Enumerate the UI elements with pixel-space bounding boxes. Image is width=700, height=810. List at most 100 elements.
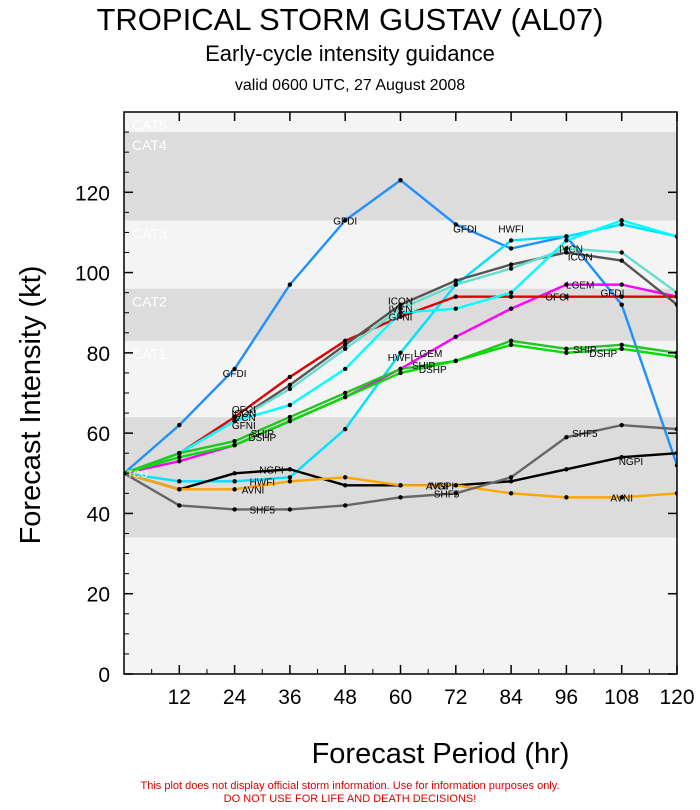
category-band-cat4	[124, 132, 677, 221]
series-point-avni	[564, 495, 569, 500]
category-label-cat1: CAT1	[132, 346, 167, 362]
series-label-ship: SHIP	[412, 361, 436, 372]
series-point-dshp	[619, 346, 624, 352]
series-point-gfdi	[287, 282, 293, 287]
series-point-ship	[177, 451, 182, 456]
series-point-icon	[287, 382, 293, 388]
series-label-dshp: DSHP	[419, 365, 447, 376]
series-label-shf5: SHF5	[249, 505, 275, 516]
series-point-lgem	[177, 459, 182, 464]
series-point-dshp	[232, 442, 237, 448]
series-point-icon	[343, 342, 348, 348]
series-point-dshp	[287, 418, 293, 424]
series-point-shf5	[398, 495, 403, 500]
series-point-avni	[343, 475, 348, 480]
series-point-ivcn	[287, 386, 293, 392]
series-label-gfdi: GFDI	[453, 224, 477, 235]
series-label-avni: AVNI	[610, 493, 633, 504]
series-point-ivcn	[398, 306, 403, 311]
series-label-icon: ICON	[388, 297, 413, 308]
series-point-ivcn	[453, 282, 458, 287]
series-point-avni	[619, 495, 624, 500]
category-band-ts	[124, 417, 677, 538]
series-label-icon: ICON	[231, 409, 256, 420]
series-point-gfni	[564, 238, 569, 243]
series-label-ngpi: NGPI	[430, 481, 454, 492]
series-point-gfdi	[453, 222, 458, 227]
category-label-cat5: CAT5	[132, 117, 167, 133]
series-point-ngpi	[232, 471, 237, 476]
plot-area: CAT1 CAT2 CAT3 CAT4 CAT5 GFDI GFDI GFDI GFDI HWFI…	[124, 112, 677, 538]
series-point-gfni	[343, 366, 348, 372]
series-point-shf5	[287, 507, 293, 512]
series-point-gfni	[619, 218, 624, 223]
disclaimer-line-1: This plot does not display official stor…	[140, 780, 560, 792]
x-tick-label: 12	[168, 686, 191, 709]
series-point-ofci	[287, 374, 293, 380]
series-point-ngpi	[619, 455, 624, 460]
initial-point-label: TCO	[127, 469, 148, 480]
series-point-avni	[508, 491, 514, 496]
series-point-avni	[287, 479, 293, 484]
series-point-avni	[177, 487, 182, 492]
series-point-gfdi	[398, 178, 403, 183]
series-label-lgem: LGEM	[566, 281, 594, 292]
series-point-gfni	[232, 418, 237, 424]
series-point-lgem	[508, 306, 514, 311]
series-point-gfdi	[508, 246, 514, 251]
x-tick-label: 24	[223, 686, 247, 709]
series-point-gfni	[453, 306, 458, 311]
x-tick-label: 96	[555, 686, 578, 709]
series-label-gfni: GFNI	[389, 313, 413, 324]
series-label-avni: AVNI	[242, 485, 265, 496]
series-point-ngpi	[508, 479, 514, 484]
series-label-shf5: SHF5	[572, 429, 598, 440]
series-point-hwfi	[232, 479, 237, 484]
series-label-gfdi: GFDI	[601, 289, 625, 300]
series-point-shf5	[177, 503, 182, 508]
x-tick-label: 72	[444, 686, 467, 709]
series-point-ofci	[232, 414, 237, 420]
chart-subtitle: Early-cycle intensity guidance	[205, 41, 495, 66]
series-label-gfdi: GFDI	[333, 216, 357, 227]
y-tick-label: 0	[98, 664, 110, 687]
series-point-shf5	[453, 491, 458, 496]
series-point-shf5	[508, 475, 514, 480]
series-point-dshp	[508, 342, 514, 348]
series-point-ship	[508, 338, 514, 344]
series-label-lgem: LGEM	[414, 349, 442, 360]
series-point-avni	[453, 483, 458, 488]
series-point-gfdi	[177, 422, 182, 428]
category-label-cat3: CAT3	[132, 225, 167, 241]
series-point-hwfi	[398, 350, 403, 356]
series-point-lgem	[453, 334, 458, 339]
series-point-ofci	[619, 294, 624, 299]
series-point-avni	[232, 487, 237, 492]
series-point-ship	[343, 390, 348, 396]
series-point-avni	[398, 483, 403, 488]
series-label-dshp: DSHP	[589, 349, 617, 360]
series-point-gfni	[287, 402, 293, 408]
series-point-ngpi	[564, 467, 569, 472]
series-point-icon	[453, 278, 458, 283]
y-tick-label: 120	[75, 182, 110, 205]
series-label-ofci: OFCI	[545, 293, 569, 304]
series-point-ofci	[453, 294, 458, 299]
series-point-ship	[619, 342, 624, 348]
series-point-ship	[287, 414, 293, 420]
series-point-dshp	[177, 455, 182, 460]
series-point-hwfi	[343, 426, 348, 432]
category-label-cat2: CAT2	[132, 294, 167, 310]
series-label-ivcn: IVCN	[559, 244, 583, 255]
y-tick-label: 20	[87, 584, 110, 607]
category-label-cat4: CAT4	[132, 137, 167, 153]
series-point-lgem	[619, 282, 624, 287]
series-point-ofci	[343, 338, 348, 344]
x-tick-label: 120	[659, 686, 694, 709]
series-point-ofci	[398, 314, 403, 319]
series-label-hwfi: HWFI	[388, 353, 414, 364]
series-label-ngpi: NGPI	[619, 457, 643, 468]
y-tick-label: 80	[87, 343, 110, 366]
series-label-hwfi: HWFI	[249, 477, 275, 488]
